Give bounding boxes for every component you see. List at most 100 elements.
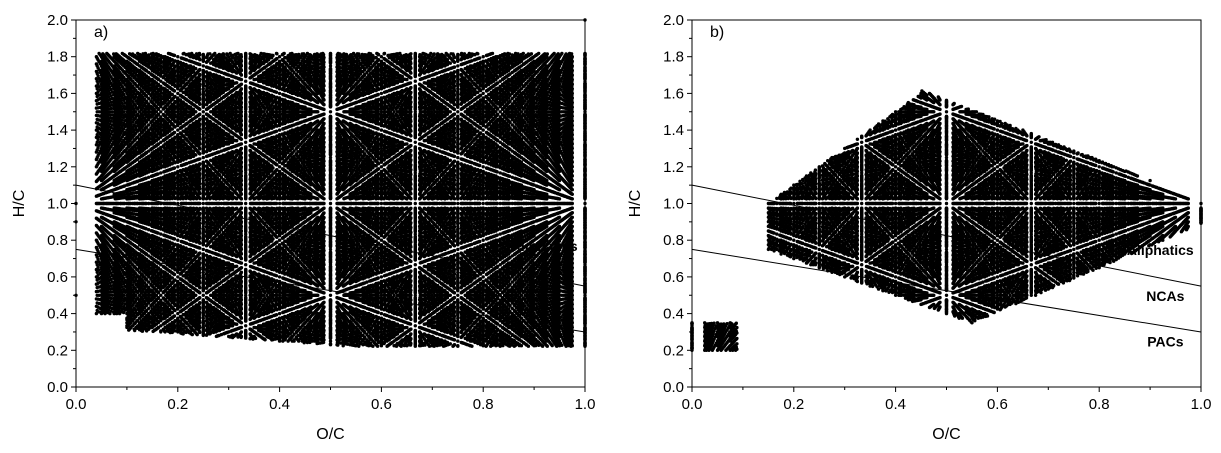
data-point — [456, 270, 460, 274]
data-point — [176, 55, 180, 59]
data-point — [277, 330, 282, 334]
data-point — [277, 55, 282, 59]
data-point — [159, 94, 163, 99]
data-point — [481, 256, 485, 261]
data-point — [379, 311, 384, 316]
data-point — [244, 324, 248, 328]
data-point — [97, 51, 101, 56]
data-point — [456, 178, 460, 183]
data-point — [159, 232, 163, 236]
data-point — [176, 311, 180, 316]
data-point — [176, 183, 180, 187]
data-point — [379, 238, 384, 242]
data-point — [481, 275, 485, 279]
data-point — [379, 110, 384, 114]
data-point — [244, 201, 248, 206]
data-point — [481, 165, 485, 169]
data-point — [456, 316, 460, 320]
data-point — [379, 146, 384, 151]
data-point — [201, 224, 205, 229]
data-point — [328, 293, 333, 297]
data-point — [201, 87, 205, 91]
data-point — [244, 79, 248, 83]
data-point — [201, 133, 205, 137]
data-point — [277, 275, 282, 279]
data-point — [277, 128, 282, 132]
data-point — [392, 110, 396, 114]
data-point — [277, 256, 282, 261]
data-point — [379, 293, 384, 297]
data-point — [481, 311, 485, 316]
data-point — [481, 238, 485, 242]
data-point — [201, 293, 205, 297]
data-point — [413, 201, 417, 206]
data-point — [498, 232, 502, 236]
data-point — [328, 339, 333, 343]
data-point — [328, 110, 333, 114]
data-point — [456, 87, 460, 91]
data-point — [481, 55, 485, 59]
data-point — [244, 263, 248, 267]
data-point — [176, 256, 180, 261]
data-point — [498, 94, 502, 99]
data-point — [481, 128, 485, 132]
data-point — [265, 293, 269, 297]
data-point — [201, 247, 205, 252]
data-point — [176, 128, 180, 132]
data-point — [498, 278, 502, 282]
data-point — [481, 293, 485, 297]
data-point — [379, 165, 384, 169]
data-point — [159, 171, 163, 175]
data-point — [379, 201, 384, 206]
data-point — [244, 140, 248, 144]
data-point — [481, 201, 485, 206]
data-point — [456, 293, 460, 297]
data-point — [413, 140, 417, 144]
data-point — [498, 308, 502, 313]
data-point — [328, 201, 333, 206]
data-point — [277, 165, 282, 169]
data-point — [176, 110, 180, 114]
data-point — [481, 220, 485, 224]
data-point — [379, 55, 384, 59]
data-point — [277, 91, 282, 96]
data-point — [176, 330, 180, 334]
data-point — [159, 278, 163, 282]
data-point — [456, 339, 460, 343]
data-point — [176, 220, 180, 224]
data-point — [379, 256, 384, 261]
data-point — [201, 64, 205, 68]
data-point — [176, 201, 180, 206]
data-point — [277, 183, 282, 187]
data-point — [357, 344, 361, 348]
data-point — [277, 238, 282, 242]
data-point — [456, 133, 460, 137]
data-point — [176, 146, 180, 151]
data-point — [328, 247, 333, 252]
data-point — [498, 171, 502, 175]
data-point — [201, 316, 205, 320]
data-point — [176, 73, 180, 77]
data-point — [379, 183, 384, 187]
data-point — [379, 73, 384, 77]
data-point — [456, 201, 460, 206]
data-point — [201, 178, 205, 183]
data-point — [277, 73, 282, 77]
data-point — [265, 110, 269, 114]
data-point — [159, 308, 163, 313]
data-point — [379, 91, 384, 96]
data-point — [176, 165, 180, 169]
data-point — [277, 146, 282, 151]
data-point — [456, 247, 460, 252]
data-point — [201, 155, 205, 160]
data-point — [176, 275, 180, 279]
data-point — [379, 128, 384, 132]
data-point — [277, 220, 282, 224]
data-point — [510, 201, 514, 206]
data-point — [159, 110, 163, 114]
data-point — [413, 79, 417, 83]
data-point — [481, 110, 485, 114]
data-point — [481, 183, 485, 187]
data-point — [159, 125, 163, 129]
data-point — [176, 293, 180, 297]
